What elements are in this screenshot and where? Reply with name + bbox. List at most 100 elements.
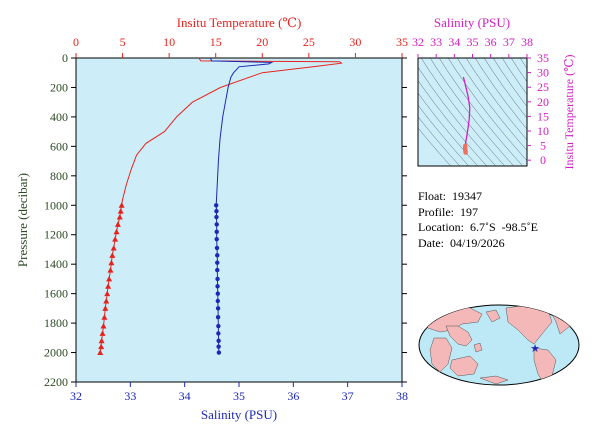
ts-salinity-tick-label: 38	[521, 35, 533, 49]
temperature-tick-label: 30	[349, 35, 361, 49]
ts-temperature-tick-label: 30	[537, 66, 549, 80]
density-contour	[474, 58, 527, 130]
profile-number: Profile: 197	[418, 204, 478, 219]
temperature-tick-label: 20	[256, 35, 268, 49]
salinity-tick-label: 33	[124, 389, 136, 403]
salinity-data-point	[216, 344, 221, 349]
temperature-tick-label: 35	[396, 35, 408, 49]
salinity-data-point	[215, 298, 221, 304]
salinity-data-point	[216, 350, 222, 355]
density-contour	[418, 116, 461, 166]
salinity-data-point	[215, 315, 221, 320]
density-contour	[492, 58, 527, 107]
pressure-tick-label: 1000	[44, 198, 68, 212]
temperature-data-point	[107, 267, 114, 273]
ts-salinity-tick-label: 34	[448, 35, 460, 49]
salinity-data-point	[216, 323, 221, 329]
temperature-data-point	[103, 298, 110, 304]
ts-curve	[462, 76, 471, 155]
ts-temperature-tick-label: 0	[540, 153, 546, 167]
ts-salinity-axis-title: Salinity (PSU)	[434, 15, 510, 30]
temperature-tick-label: 25	[303, 35, 315, 49]
temperature-data-point	[109, 252, 116, 258]
salinity-data-point	[216, 331, 221, 336]
pressure-tick-label: 400	[50, 110, 68, 124]
density-contour	[447, 58, 527, 162]
world-map: ★	[418, 304, 580, 386]
salinity-data-point	[215, 267, 220, 273]
density-contour	[510, 58, 527, 83]
ts-salinity-ticks: 32 33 34 35 36 37 38	[412, 35, 533, 58]
temperature-tick-label: 5	[120, 35, 126, 49]
salinity-data-point	[214, 229, 219, 234]
temperature-data-point	[99, 330, 106, 336]
salinity-tick-label: 37	[342, 389, 354, 403]
salinity-series	[209, 57, 274, 355]
density-contour	[438, 58, 524, 166]
ts-temperature-tick-label: 5	[540, 139, 546, 153]
salinity-data-point	[215, 291, 221, 296]
salinity-data-point	[215, 253, 220, 258]
ts-temperature-axis-title: Insitu Temperature (℃)	[562, 55, 576, 170]
temperature-data-point	[98, 337, 105, 344]
temperature-series	[97, 57, 343, 356]
pressure-tick-label: 200	[50, 80, 68, 94]
density-contour	[501, 58, 527, 95]
ts-salinity-tick-label: 33	[430, 35, 442, 49]
profile-date: Date: 04/19/2026	[418, 235, 505, 250]
salinity-axis-ticks: 32 33 34 35 36 37 38	[70, 382, 408, 403]
density-contour	[420, 58, 506, 166]
ts-temperature-tick-label: 15	[537, 109, 549, 123]
temperature-data-point	[112, 236, 119, 242]
temperature-tick-label: 0	[73, 35, 79, 49]
ts-temperature-tick-label: 10	[537, 124, 549, 138]
temperature-data-point	[104, 290, 111, 297]
float-info: Float: 19347 Profile: 197 Location: 6.7˚…	[418, 189, 538, 251]
salinity-tick-label: 32	[70, 389, 82, 403]
salinity-data-point	[214, 214, 219, 220]
salinity-data-point	[214, 236, 219, 242]
temperature-data-point	[101, 314, 108, 320]
density-contour	[418, 80, 488, 166]
density-contours	[418, 58, 527, 166]
salinity-tick-label: 38	[396, 389, 408, 403]
pressure-tick-label: 1800	[44, 316, 68, 330]
temperature-data-point	[97, 349, 104, 356]
pressure-tick-label: 1600	[44, 287, 68, 301]
float-location: Location: 6.7˚S -98.5˚E	[418, 220, 538, 234]
density-contour	[456, 58, 527, 151]
salinity-data-point	[214, 245, 220, 251]
salinity-data-point	[215, 306, 221, 311]
temperature-data-point	[117, 208, 124, 214]
temperature-data-point	[108, 259, 115, 266]
salinity-tick-label: 34	[179, 389, 191, 403]
ts-plot-area	[417, 57, 528, 167]
ts-temperature-tick-label: 20	[537, 95, 549, 109]
float-id: Float: 19347	[418, 189, 483, 203]
salinity-data-point	[216, 338, 221, 343]
temperature-axis-title: Insitu Temperature (℃)	[177, 15, 302, 30]
temperature-data-point	[102, 305, 109, 311]
temperature-data-point	[113, 228, 120, 235]
pressure-axis-ticks: 0 200 400 600 800 1000 1200 1400 1600 1800 2000 220…	[44, 51, 407, 389]
salinity-data-point	[213, 203, 219, 208]
temperature-tick-label: 15	[210, 35, 222, 49]
temperature-data-point	[114, 221, 121, 227]
pressure-axis-title: Pressure (decibar)	[15, 173, 30, 267]
float-location-marker: ★	[530, 343, 540, 355]
temperature-data-point	[98, 343, 105, 350]
salinity-data-point	[215, 276, 220, 282]
ts-salinity-tick-label: 32	[412, 35, 424, 49]
profile-panel: 0 5 10 15 20 25 30 35 32 33 34 35 36 37 38 0 200 400 600…	[15, 15, 408, 422]
temperature-tick-label: 10	[163, 35, 175, 49]
temperature-data-point	[100, 323, 107, 329]
pressure-tick-label: 600	[50, 139, 68, 153]
salinity-tick-label: 36	[287, 389, 299, 403]
temperature-data-point	[105, 283, 112, 289]
ts-salinity-tick-label: 37	[503, 35, 515, 49]
density-contour	[465, 58, 527, 141]
pressure-tick-label: 2200	[44, 375, 68, 389]
pressure-tick-label: 1400	[44, 257, 68, 271]
